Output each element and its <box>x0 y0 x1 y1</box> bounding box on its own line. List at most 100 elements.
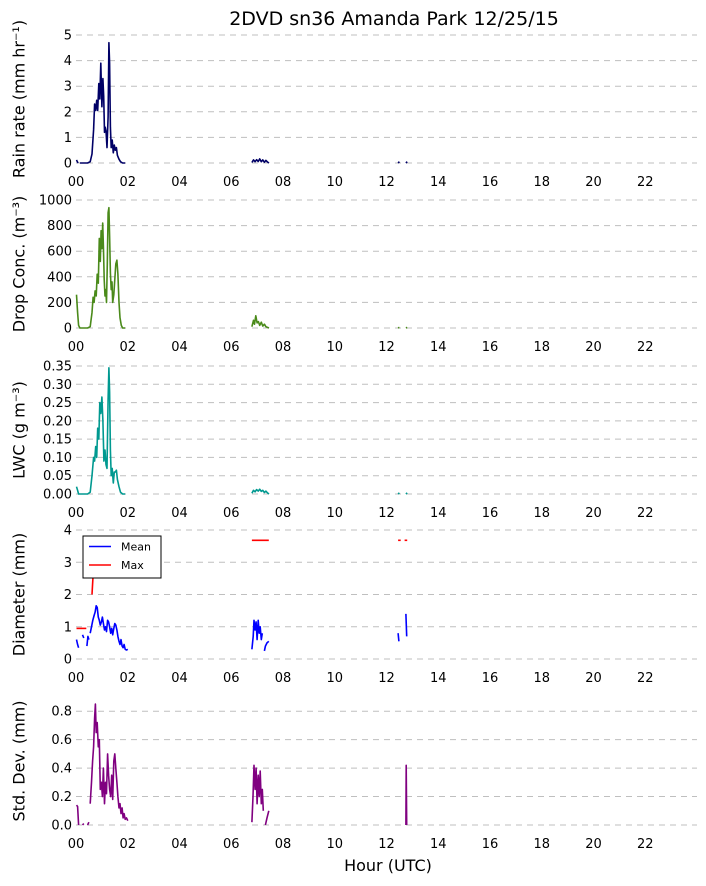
y-tick-label: 4 <box>64 54 72 69</box>
x-tick-label: 16 <box>482 506 499 521</box>
panel-5: 0.0 0.2 0.4 0.6 0.8 00 02 04 06 08 10 12 14 16 18 20 22 S… <box>10 701 697 852</box>
y-tick-label: 0.0 <box>51 819 72 834</box>
series-segment <box>397 492 400 495</box>
series-segment <box>397 326 400 329</box>
series-segment <box>86 635 90 647</box>
panel-2: 0 200 400 600 800 1000 00 02 04 06 08 10 12 14 16 18 20 2… <box>10 194 697 355</box>
series-line <box>75 605 408 652</box>
series-segment <box>263 640 270 652</box>
x-tick-label: 02 <box>119 506 136 521</box>
x-tick-label: 10 <box>326 175 343 190</box>
series-segment <box>75 639 80 648</box>
series-segment <box>405 326 408 329</box>
x-tick-label: 18 <box>533 340 550 355</box>
x-tick-label: 20 <box>585 671 602 686</box>
series-line <box>75 41 408 164</box>
y-axis-label: LWC (g m⁻³) <box>10 381 29 479</box>
x-tick-label: 16 <box>482 340 499 355</box>
x-tick-label: 14 <box>430 506 447 521</box>
x-tick-label: 10 <box>326 837 343 852</box>
series-segment <box>89 605 129 651</box>
x-tick-label: 22 <box>637 175 654 190</box>
y-tick-label: 0.2 <box>51 790 72 805</box>
x-axis-label: Hour (UTC) <box>344 856 432 875</box>
x-tick-label: 14 <box>430 671 447 686</box>
series-segment <box>75 367 126 495</box>
x-tick-label: 02 <box>119 671 136 686</box>
legend-label: Max <box>121 559 144 572</box>
y-tick-label: 1000 <box>39 194 72 209</box>
y-tick-label: 200 <box>47 296 72 311</box>
x-tick-label: 06 <box>223 506 240 521</box>
series-line <box>75 206 408 329</box>
x-tick-label: 12 <box>378 506 395 521</box>
x-tick-label: 14 <box>430 837 447 852</box>
series-segment <box>405 161 408 164</box>
x-tick-label: 20 <box>585 340 602 355</box>
series-segment <box>79 41 126 164</box>
x-tick-label: 04 <box>171 175 188 190</box>
x-tick-label: 18 <box>533 837 550 852</box>
y-tick-label: 800 <box>47 219 72 234</box>
y-tick-label: 0.25 <box>43 396 72 411</box>
series-segment <box>81 634 85 639</box>
x-tick-label: 12 <box>378 175 395 190</box>
y-tick-label: 3 <box>64 556 72 571</box>
series-segment <box>75 159 79 164</box>
x-tick-label: 16 <box>482 837 499 852</box>
x-tick-label: 00 <box>68 175 85 190</box>
chart-title: 2DVD sn36 Amanda Park 12/25/15 <box>229 8 559 30</box>
series-segment <box>405 613 408 637</box>
x-tick-label: 06 <box>223 175 240 190</box>
x-tick-label: 08 <box>275 837 292 852</box>
x-tick-label: 14 <box>430 175 447 190</box>
y-tick-label: 2 <box>64 105 72 120</box>
series-segment <box>264 810 270 826</box>
x-tick-label: 06 <box>223 340 240 355</box>
x-tick-label: 10 <box>326 506 343 521</box>
x-tick-label: 08 <box>275 506 292 521</box>
x-tick-label: 02 <box>119 175 136 190</box>
y-tick-label: 0.00 <box>43 488 72 503</box>
x-tick-label: 18 <box>533 671 550 686</box>
x-tick-label: 22 <box>637 340 654 355</box>
x-tick-label: 20 <box>585 175 602 190</box>
series-segment <box>89 703 129 822</box>
y-tick-label: 1 <box>64 620 72 635</box>
x-tick-label: 06 <box>223 671 240 686</box>
y-axis-label: Rain rate (mm hr⁻¹) <box>10 20 29 178</box>
y-tick-label: 400 <box>47 270 72 285</box>
y-tick-label: 4 <box>64 524 72 539</box>
series-segment <box>405 764 408 826</box>
x-tick-label: 04 <box>171 671 188 686</box>
y-axis-label: Diameter (mm) <box>10 533 29 656</box>
y-tick-label: 2 <box>64 588 72 603</box>
series-segment <box>86 821 90 826</box>
x-tick-label: 00 <box>68 837 85 852</box>
y-tick-label: 0 <box>64 653 72 668</box>
series-segment <box>75 804 80 826</box>
series-segment <box>251 764 265 823</box>
x-tick-label: 00 <box>68 671 85 686</box>
panel-3: 0.00 0.05 0.10 0.15 0.20 0.25 0.30 0.35 00 02 04 06… <box>10 360 697 521</box>
legend-label: Mean <box>121 541 151 554</box>
x-tick-label: 22 <box>637 837 654 852</box>
y-tick-label: 3 <box>64 80 72 95</box>
y-axis-label: Std. Dev. (mm) <box>10 701 29 822</box>
y-tick-label: 0.8 <box>51 705 72 720</box>
legend-box <box>82 535 162 579</box>
x-tick-label: 02 <box>119 340 136 355</box>
y-tick-label: 0 <box>64 322 72 337</box>
x-tick-label: 00 <box>68 340 85 355</box>
x-tick-label: 18 <box>533 175 550 190</box>
x-tick-label: 20 <box>585 506 602 521</box>
y-tick-label: 0 <box>64 157 72 172</box>
y-tick-label: 0.4 <box>51 762 72 777</box>
series-segment <box>397 161 400 164</box>
x-tick-label: 20 <box>585 837 602 852</box>
y-tick-label: 0.20 <box>43 414 72 429</box>
